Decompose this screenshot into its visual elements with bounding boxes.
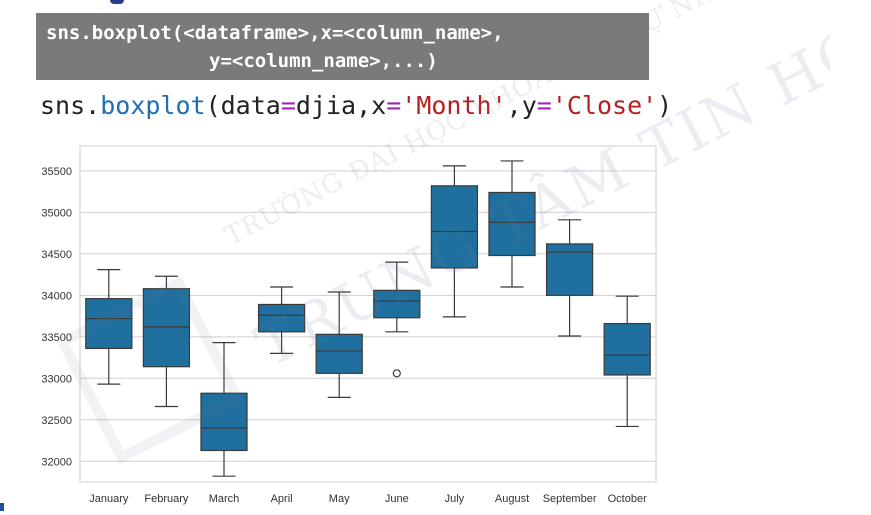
y-tick-label: 33000 (41, 373, 72, 385)
boxplot-svg: 32000 32500 33000 33500 34000 34500 35000 35500… (41, 145, 657, 505)
code-string-1: 'Month' (401, 91, 507, 120)
x-tick-label: August (495, 493, 529, 505)
box (315, 333, 363, 374)
x-tick-label: July (445, 493, 465, 505)
syntax-box: sns.boxplot(<dataframe>,x=<column_name>,… (36, 13, 649, 80)
outlier-point (392, 369, 401, 378)
y-tick-label: 32000 (41, 456, 72, 468)
y-tick-label: 34500 (41, 249, 72, 261)
x-tick-label: January (89, 493, 129, 505)
x-tick-label: May (329, 493, 350, 505)
code-eq-2: = (386, 91, 402, 120)
x-tick-label: October (608, 493, 647, 505)
y-tick-label: 32500 (41, 415, 72, 427)
corner-mark (0, 503, 4, 511)
box (200, 392, 248, 452)
code-prefix: sns. (40, 91, 101, 120)
y-tick-label: 35000 (41, 207, 72, 219)
y-tick-label: 35500 (41, 166, 72, 178)
code-open: (data (205, 91, 281, 120)
y-tick-label: 34000 (41, 290, 72, 302)
box (488, 191, 536, 257)
x-tick-label: September (543, 493, 597, 505)
box (373, 289, 421, 319)
code-function: boxplot (100, 91, 206, 120)
syntax-line-1: sns.boxplot(<dataframe>,x=<column_name>, (46, 22, 504, 44)
code-string-2: 'Close' (551, 91, 658, 120)
box (430, 185, 479, 269)
box (603, 322, 651, 376)
y-tick-label: 33500 (41, 332, 72, 344)
box (257, 303, 306, 333)
title-fragment-mark (110, 0, 124, 4)
box (142, 288, 191, 368)
boxplot-chart: 32000 32500 33000 33500 34000 34500 35000 35500… (0, 130, 871, 511)
code-example: sns.boxplot(data=djia,x='Month',y='Close… (40, 86, 672, 126)
x-tick-label: March (209, 493, 240, 505)
code-eq-1: = (280, 91, 296, 120)
x-tick-label: June (385, 493, 409, 505)
top-edge (0, 0, 871, 6)
x-tick-label: April (271, 493, 293, 505)
x-tick-label: February (144, 493, 189, 505)
box (85, 298, 133, 350)
code-arg-1: djia,x (295, 91, 387, 120)
code-eq-3: = (536, 91, 552, 120)
code-comma: ,y (506, 91, 537, 120)
syntax-line-2: y=<column_name>,...) (209, 50, 438, 72)
code-close: ) (657, 91, 673, 120)
